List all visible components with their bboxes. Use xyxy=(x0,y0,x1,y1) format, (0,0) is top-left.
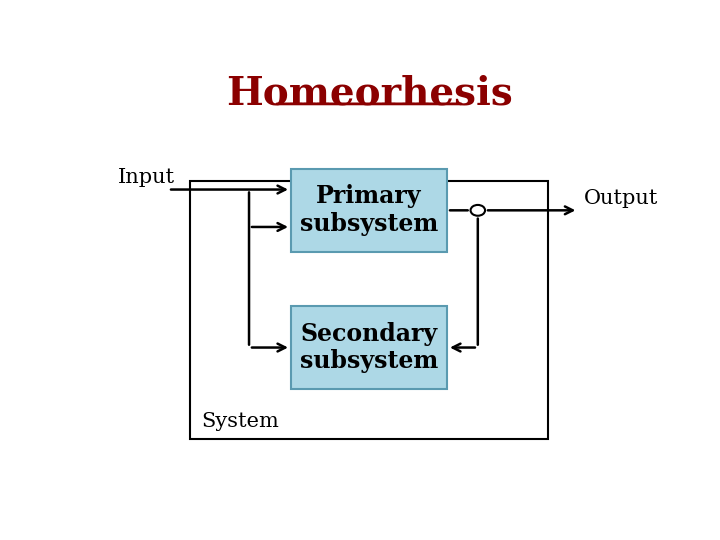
Text: Output: Output xyxy=(584,189,658,208)
Bar xyxy=(291,306,447,389)
Text: System: System xyxy=(202,411,279,431)
Bar xyxy=(190,181,548,439)
Circle shape xyxy=(471,205,485,216)
Text: Secondary
subsystem: Secondary subsystem xyxy=(300,322,438,374)
Text: Primary
subsystem: Primary subsystem xyxy=(300,185,438,236)
Text: Homeorhesis: Homeorhesis xyxy=(225,75,513,113)
Text: Input: Input xyxy=(118,168,175,187)
Bar xyxy=(291,168,447,252)
